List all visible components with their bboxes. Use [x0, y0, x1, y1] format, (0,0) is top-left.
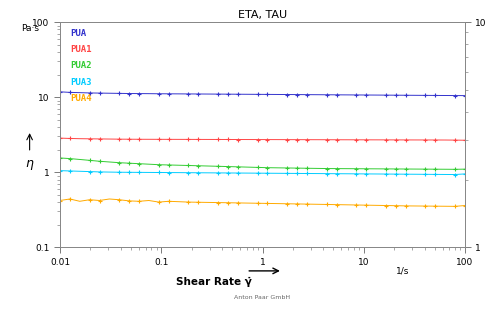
- Text: 1/s: 1/s: [396, 266, 409, 275]
- Text: PUA3: PUA3: [70, 78, 92, 87]
- Text: PUA2: PUA2: [70, 61, 92, 70]
- Text: PUA4: PUA4: [70, 94, 92, 103]
- Text: PUA: PUA: [70, 29, 86, 38]
- Text: Shear Rate γ̇: Shear Rate γ̇: [176, 276, 252, 287]
- Title: ETA, TAU: ETA, TAU: [238, 10, 287, 20]
- Text: η: η: [26, 157, 34, 170]
- Text: Pa·s: Pa·s: [22, 24, 40, 33]
- Text: PUA1: PUA1: [70, 45, 92, 54]
- Text: Anton Paar GmbH: Anton Paar GmbH: [234, 294, 290, 300]
